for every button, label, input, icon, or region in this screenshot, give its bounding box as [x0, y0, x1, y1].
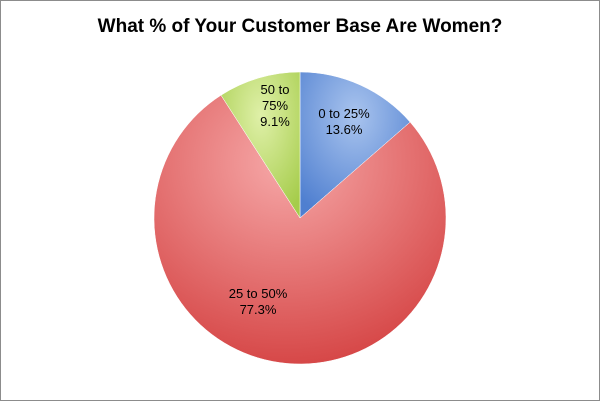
pie-slice-0-to-25 [299, 71, 411, 219]
slice-label-line: 50 to [261, 82, 290, 97]
slice-label-line: 75% [262, 98, 288, 113]
slice-label-line: 13.6% [326, 122, 363, 137]
slice-label-2: 50 to 75% 9.1% [260, 82, 290, 129]
chart-title: What % of Your Customer Base Are Women? [97, 16, 503, 37]
slice-label-1: 25 to 50% 77.3% [229, 286, 288, 317]
pie-slice-50-to-75 [220, 71, 301, 219]
slice-label-0: 0 to 25% 13.6% [318, 106, 370, 137]
slice-label-line: 9.1% [260, 114, 290, 129]
slice-label-line: 25 to 50% [229, 286, 288, 301]
slice-label-line: 77.3% [240, 302, 277, 317]
slice-label-line: 0 to 25% [318, 106, 370, 121]
pie-slice-25-to-50 [153, 94, 447, 365]
